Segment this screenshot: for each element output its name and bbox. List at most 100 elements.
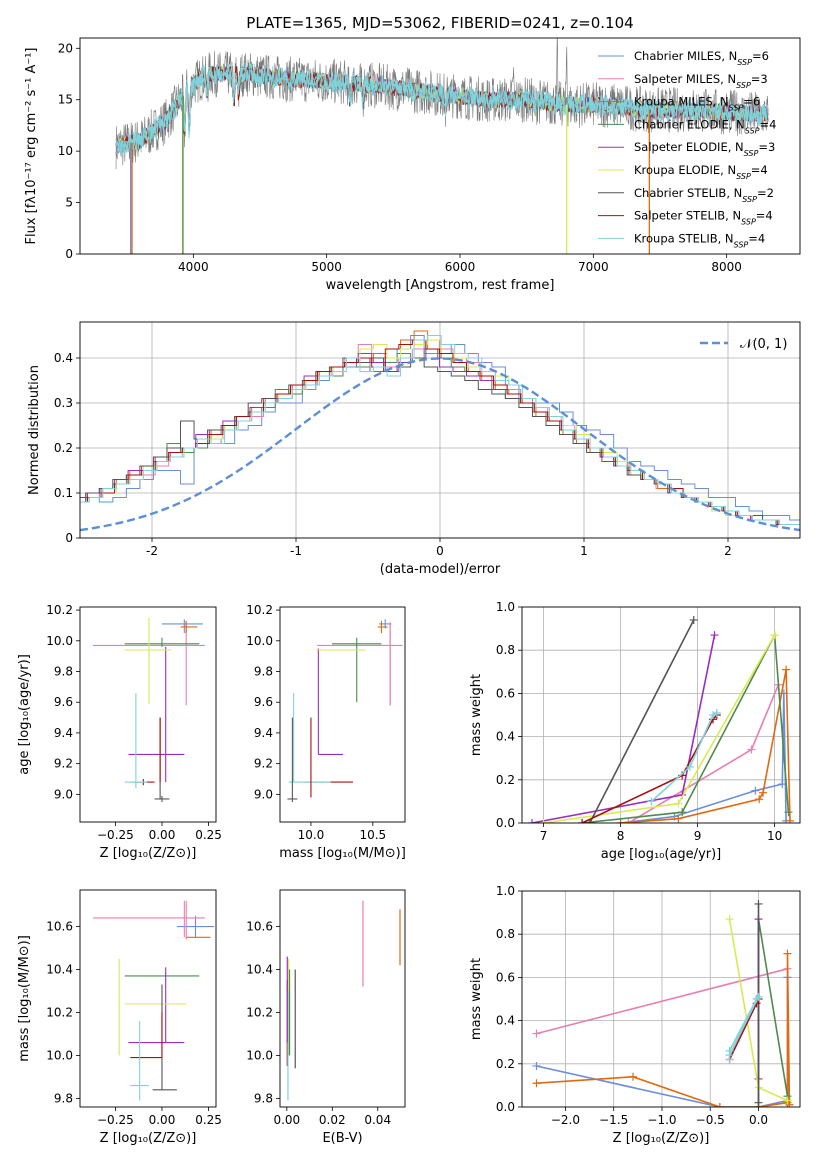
x-tick-label: 0.0 [749,1113,768,1127]
weight-marker-kroupa_stelib [685,762,694,771]
weight-marker-chabrier_miles [532,1061,541,1070]
weight-marker-kroupa_miles [783,949,792,958]
legend-label: Kroupa ELODIE, NSSP=4 [634,163,768,181]
weight-marker-kroupa_elodie [770,631,779,640]
y-axis-label: mass [log₁₀(M/M⊙)] [17,935,32,1062]
weight-marker-kroupa_miles [785,816,794,823]
y-tick-label: 0.8 [496,643,515,657]
y-tick-label: 10.2 [46,1005,73,1019]
weight-marker-salpeter_elodie [528,819,537,823]
x-tick-label: 0.02 [319,1113,346,1127]
panel-age_vs_mass: 10.0 10.5 9.0 9.2 9.4 9.6 9.8 10.0 10.2 mass [log… [246,603,405,861]
weight-line-salpeter_miles [536,968,788,1035]
weight-marker-salpeter_stelib [578,819,587,823]
weight-line-kroupa_miles [536,953,791,1107]
y-tick-label: 9.2 [254,757,273,771]
x-tick-label: 9 [694,829,702,843]
y-tick-label: 10.0 [46,634,73,648]
panel-residual_histogram: -2 -1 0 1 2 0 0.1 0.2 0.3 0.4 (data-model)/error No… [27,321,801,577]
x-tick-label: 8000 [711,260,742,274]
histogram-chabrier_elodie [80,348,800,525]
histogram-salpeter_stelib [80,339,800,525]
axes-frame [79,606,217,823]
weight-line-chabrier_stelib [589,619,695,823]
x-tick-label: 10.0 [298,828,325,842]
legend-label: Salpeter STELIB, NSSP=4 [634,209,773,227]
y-tick-label: 9.6 [54,695,73,709]
x-tick-label: 0.00 [273,1113,300,1127]
y-tick-label: 0 [65,247,73,261]
weight-marker-kroupa_stelib [752,995,761,1003]
x-tick-label: 0.00 [149,828,176,842]
x-tick-label: 6000 [445,260,476,274]
y-axis-label: age [log₁₀(age/yr)] [17,654,32,775]
axes-frame [279,889,406,1108]
plot-area [93,900,215,1101]
y-tick-label: 9.4 [54,726,73,740]
y-tick-label: 9.6 [254,695,273,709]
normal-curve [80,357,800,532]
x-tick-label: 7000 [578,260,609,274]
weight-marker-kroupa_miles [755,795,764,804]
y-tick-label: 9.8 [254,665,273,679]
x-axis-label: Z [log₁₀(Z/Z⊙)] [100,1131,197,1146]
y-tick-label: 10 [58,144,73,158]
y-axis-label: Normed distribution [27,365,42,495]
weight-marker-kroupa_miles [715,1103,724,1107]
panel-age_vs_Z: −0.25 0.00 0.25 9.0 9.2 9.4 9.6 9.8 10.0 10.2 Z [l… [17,603,222,861]
x-tick-label: 4000 [178,260,209,274]
x-tick-label: 10 [767,829,782,843]
y-tick-label: 9.4 [254,726,273,740]
legend-label: Kroupa STELIB, NSSP=4 [634,231,765,249]
weight-line-kroupa_stelib [650,712,718,802]
x-tick-label: −0.5 [696,1113,725,1127]
y-tick-label: 1.0 [496,600,515,614]
legend: Chabrier MILES, NSSP=6 Salpeter MILES, NS… [598,49,776,249]
plot-area [522,891,800,1107]
y-tick-label: 0.6 [496,970,515,984]
x-axis-label: E(B-V) [322,1131,362,1146]
weight-line-salpeter_stelib [581,714,718,823]
x-tick-label: 8 [617,829,625,843]
y-tick-label: 10.2 [46,603,73,617]
y-tick-label: 0.2 [496,1057,515,1071]
weight-line-salpeter_stelib [728,998,760,1060]
y-tick-label: 10.6 [246,920,273,934]
legend-label: 𝒩(0, 1) [740,337,787,352]
panel-spectrum: 4000 5000 6000 7000 8000 0 5 10 15 20 wavelength [… [24,37,801,293]
y-tick-label: 0.2 [496,773,515,787]
y-axis-label: mass weight [469,674,484,756]
y-tick-label: 10.0 [46,1048,73,1062]
y-tick-label: 0.6 [496,686,515,700]
axes-frame [521,890,801,1108]
weight-marker-kroupa_stelib [725,1055,734,1064]
y-tick-label: 9.8 [54,1091,73,1105]
y-tick-label: 10.0 [246,1048,273,1062]
y-tick-label: 9.8 [54,665,73,679]
legend-label: Salpeter MILES, NSSP=3 [634,72,768,90]
weight-marker-kroupa_miles [616,819,625,823]
y-tick-label: 15 [58,93,73,107]
weight-marker-kroupa_miles [785,1100,794,1107]
x-tick-label: 0.25 [195,828,222,842]
weight-line-chabrier_elodie [582,632,790,823]
weight-marker-salpeter_elodie [710,631,719,640]
x-axis-label: mass [log₁₀(M/M⊙)] [279,846,406,861]
y-tick-label: 9.0 [54,787,73,801]
x-tick-label: 1 [580,544,588,558]
y-tick-label: 0.0 [496,816,515,830]
legend: 𝒩(0, 1) [700,337,787,352]
y-tick-label: 9.8 [254,1091,273,1105]
weight-marker-salpeter_miles [624,819,633,823]
y-tick-label: 10.4 [246,962,273,976]
plot-area [522,607,800,823]
plot-area [80,322,800,538]
plot-area [286,900,401,1101]
y-tick-label: 0.0 [496,1100,515,1114]
y-axis-label: mass weight [469,958,484,1040]
x-tick-label: -1 [290,544,302,558]
x-tick-label: −0.25 [97,1113,134,1127]
model-line-kroupa_stelib-front [115,62,769,157]
weight-marker-chabrier_elodie [678,808,687,817]
weight-marker-kroupa_miles [674,814,683,823]
